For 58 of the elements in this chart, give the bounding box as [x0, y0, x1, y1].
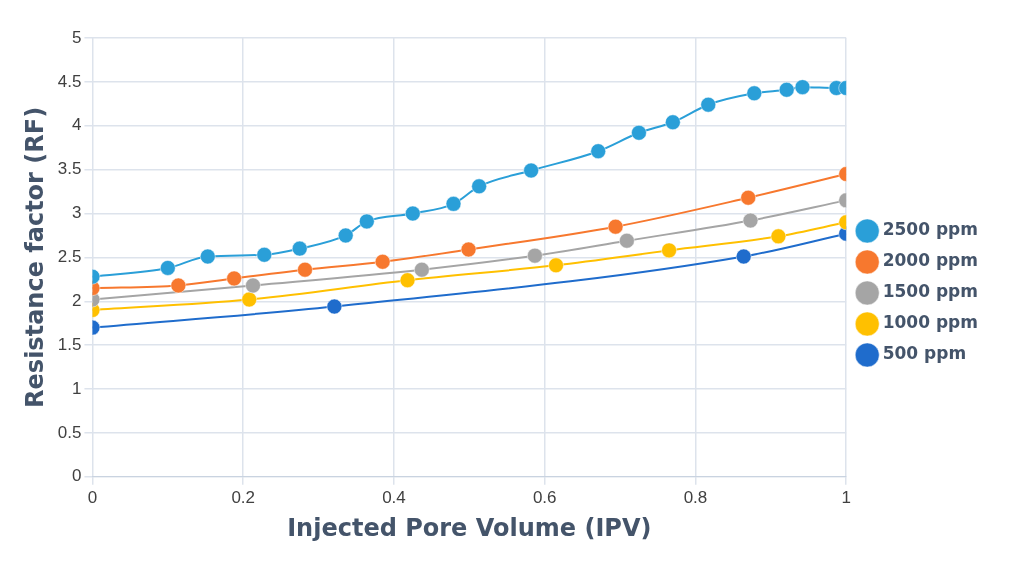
- point: [794, 79, 811, 95]
- point: [245, 277, 261, 294]
- point: [607, 218, 624, 235]
- y-axis-title: Resistance factor (RF): [20, 106, 49, 408]
- point: [460, 241, 477, 258]
- point: [337, 227, 354, 244]
- point: [661, 242, 677, 259]
- point: [291, 240, 308, 257]
- point: [746, 85, 762, 102]
- point: [256, 247, 273, 263]
- point: [471, 178, 487, 195]
- y-tick-label: 1: [71, 378, 82, 398]
- x-tick-label: 0.4: [382, 487, 406, 507]
- point: [399, 272, 416, 288]
- point: [590, 143, 606, 159]
- point: [241, 291, 257, 308]
- point: [631, 125, 647, 141]
- point: [740, 189, 756, 206]
- legend-label: 2500 ppm: [882, 219, 979, 240]
- x-tick-label: 1: [841, 487, 851, 507]
- x-tick-label: 0: [87, 487, 98, 507]
- y-tick-label: 1.5: [57, 334, 82, 354]
- point: [742, 212, 759, 229]
- point: [700, 96, 717, 113]
- point: [619, 232, 635, 249]
- point: [374, 254, 391, 270]
- y-tick-label: 4.5: [57, 71, 82, 91]
- point: [160, 260, 176, 276]
- legend-label: 500 ppm: [882, 343, 967, 364]
- y-tick-label: 2.5: [57, 247, 82, 267]
- y-tick-label: 5: [71, 27, 82, 47]
- point: [200, 248, 216, 265]
- x-tick-label: 0.8: [683, 487, 708, 507]
- point: [359, 213, 375, 230]
- point: [548, 257, 564, 274]
- point: [170, 277, 187, 294]
- y-tick-label: 0.5: [57, 422, 82, 442]
- y-tick-label: 3: [71, 203, 82, 223]
- point: [523, 162, 539, 179]
- y-tick-label: 4: [71, 115, 82, 135]
- x-tick-label: 0.6: [532, 487, 557, 507]
- x-tick-label: 0.2: [231, 487, 256, 507]
- point: [770, 228, 787, 245]
- y-tick-label: 3.5: [57, 159, 82, 179]
- point: [414, 261, 430, 278]
- point: [405, 205, 421, 222]
- x-axis-title: Injected Pore Volume (IPV): [287, 513, 652, 542]
- point: [527, 247, 543, 264]
- point: [445, 196, 462, 212]
- point: [297, 261, 313, 278]
- point: [226, 270, 242, 287]
- legend-label: 1000 ppm: [882, 312, 979, 333]
- point: [665, 114, 681, 130]
- y-tick-label: 0: [71, 466, 82, 486]
- legend-label: 2000 ppm: [882, 250, 979, 271]
- y-tick-label: 2: [71, 290, 82, 310]
- legend-label: 1500 ppm: [882, 281, 979, 302]
- point: [778, 82, 795, 98]
